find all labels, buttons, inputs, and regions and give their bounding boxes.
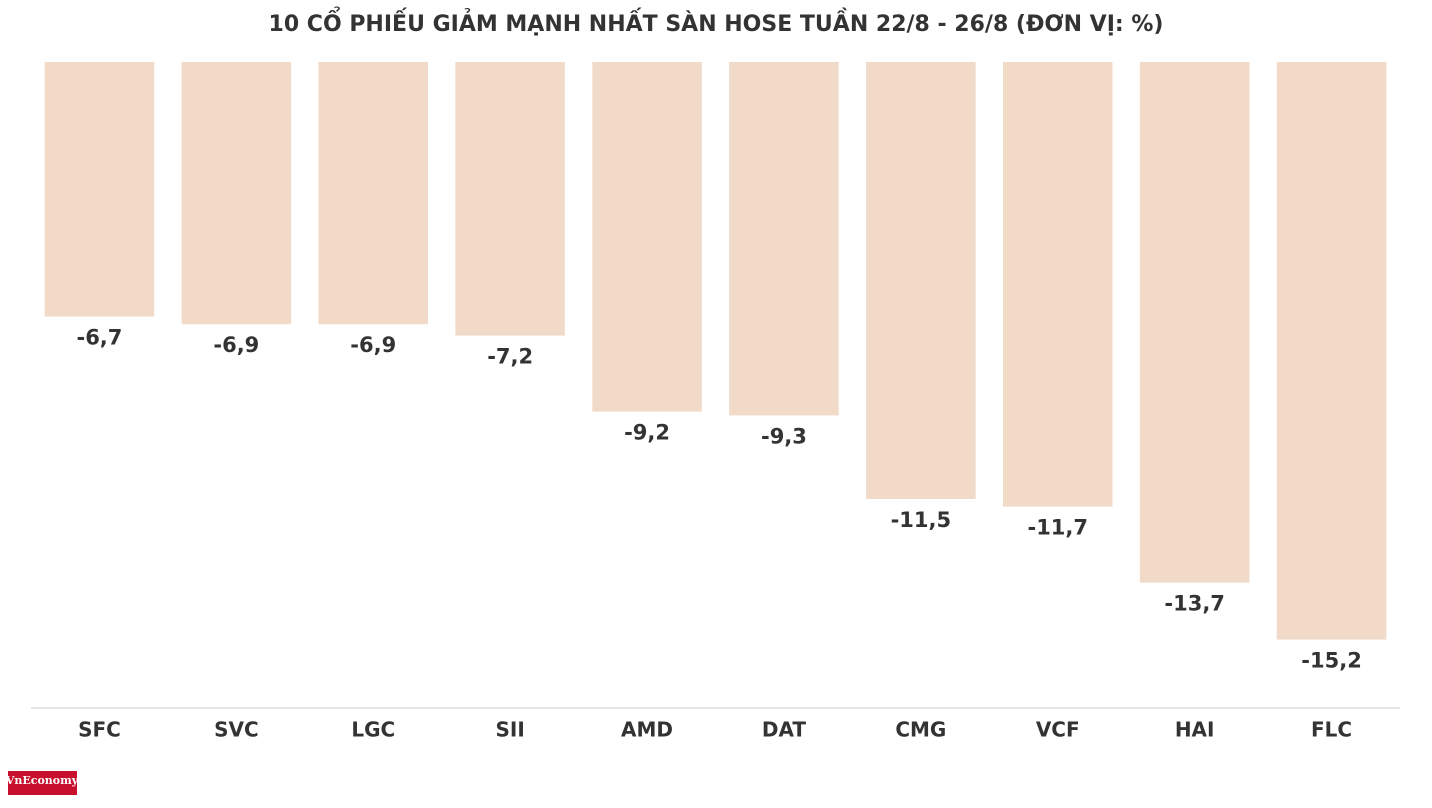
bar [592, 62, 702, 412]
value-label: -7,2 [487, 345, 533, 369]
bar [318, 62, 429, 325]
chart-title: 10 CỔ PHIẾU GIẢM MẠNH NHẤT SÀN HOSE TUẦN… [269, 7, 1164, 37]
x-tick-label: SVC [214, 718, 259, 742]
logo-box [8, 771, 77, 795]
x-tick-label: SFC [78, 718, 121, 742]
x-tick-label: LGC [351, 718, 395, 742]
value-label: -9,3 [761, 424, 807, 448]
x-tick-label: FLC [1311, 718, 1352, 742]
bar [729, 62, 839, 416]
x-tick-label: CMG [895, 718, 946, 742]
bar [1139, 62, 1250, 583]
bar [44, 62, 155, 317]
x-tick-label: DAT [762, 718, 807, 742]
bar [181, 62, 292, 325]
logo: VnEconomy [5, 774, 79, 787]
value-label: -11,5 [891, 508, 952, 532]
value-label: -9,2 [624, 421, 670, 445]
value-label: -13,7 [1164, 592, 1225, 616]
x-tick-label: SII [496, 718, 525, 742]
value-label: -6,9 [350, 333, 396, 357]
bar [866, 62, 976, 499]
value-label: -6,9 [213, 333, 259, 357]
bar [1276, 62, 1387, 640]
x-tick-label: VCF [1036, 718, 1080, 742]
value-label: -6,7 [76, 326, 122, 350]
x-tick-label: AMD [621, 718, 673, 742]
bar [455, 62, 565, 336]
bar [1002, 62, 1113, 507]
value-label: -15,2 [1301, 649, 1362, 673]
x-tick-label: HAI [1175, 718, 1215, 742]
value-label: -11,7 [1027, 516, 1088, 540]
